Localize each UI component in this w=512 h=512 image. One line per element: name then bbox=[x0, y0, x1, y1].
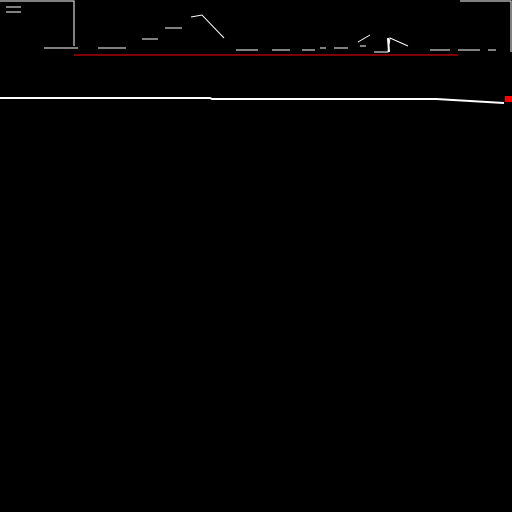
horizon-segment bbox=[357, 34, 371, 43]
horizon-segment bbox=[387, 37, 390, 53]
horizon-segment bbox=[190, 14, 225, 39]
hamburger-menu-icon[interactable] bbox=[6, 6, 21, 13]
ground-line bbox=[0, 97, 505, 104]
frame-corner-left bbox=[0, 0, 75, 46]
target-marker[interactable] bbox=[505, 96, 512, 102]
horizon-segments bbox=[44, 14, 496, 53]
horizon-segment bbox=[374, 37, 409, 53]
frame-corner-right bbox=[460, 0, 512, 52]
